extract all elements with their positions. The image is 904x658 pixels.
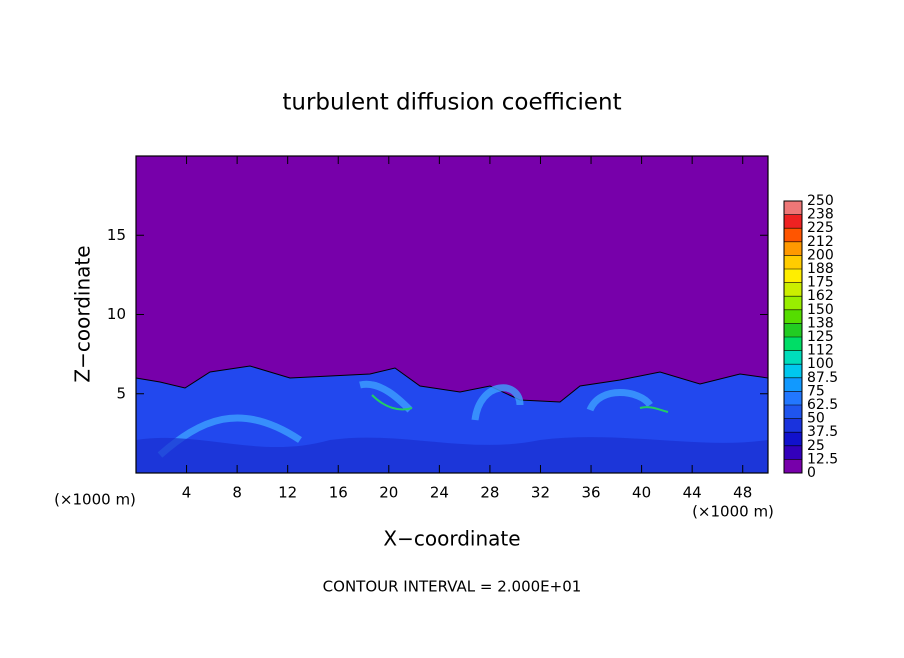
swirl-core (371, 394, 669, 413)
colorbar-label: 25 (807, 438, 825, 454)
colorbar-band (784, 228, 802, 242)
colorbar-band (784, 255, 802, 269)
colorbar-band (784, 241, 802, 256)
colorbar-label: 138 (807, 315, 834, 331)
x-tick-label: 16 (329, 484, 348, 502)
y-axis-label: Z−coordinate (71, 245, 95, 382)
x-tick-label: 48 (733, 484, 752, 502)
colorbar-label: 0 (807, 465, 816, 481)
chart-title: turbulent diffusion coefficient (282, 90, 621, 116)
colorbar-band (784, 418, 802, 433)
colorbar-label: 75 (807, 383, 825, 399)
colorbar-band (784, 282, 802, 297)
swirl (157, 380, 653, 458)
x-tick-label: 36 (581, 484, 600, 502)
colorbar-label: 37.5 (807, 424, 838, 440)
colorbar-label: 225 (807, 220, 834, 236)
colorbar-band (784, 391, 802, 405)
colorbar-label: 12.5 (807, 451, 838, 467)
colorbar-label: 125 (807, 329, 834, 345)
colorbar-label: 200 (807, 247, 834, 263)
colorbar-label: 112 (807, 343, 834, 359)
colorbar-band (784, 323, 802, 337)
x-tick-label: 20 (379, 484, 398, 502)
footnote: CONTOUR INTERVAL = 2.000E+01 (323, 578, 582, 596)
y-tick-label: 15 (107, 226, 126, 244)
colorbar-band (784, 350, 802, 365)
colorbar-label: 162 (807, 288, 834, 304)
colorbar-band (784, 459, 802, 473)
colorbar-band (784, 201, 802, 215)
colorbar-label: 50 (807, 411, 825, 427)
colorbar-label: 62.5 (807, 397, 838, 413)
colorbar-band (784, 309, 802, 324)
y-tick-label: 5 (116, 384, 126, 402)
colorbar-label: 150 (807, 302, 834, 318)
x-axis-label: X−coordinate (383, 527, 520, 551)
x-tick-label: 24 (430, 484, 449, 502)
x-tick-label: 28 (480, 484, 499, 502)
plot-area (135, 156, 769, 474)
colorbar-band (784, 377, 802, 392)
x-tick-label: 8 (232, 484, 242, 502)
colorbar-band (784, 269, 802, 283)
y-tick-label: 10 (107, 305, 126, 323)
colorbar-label: 188 (807, 261, 834, 277)
x-unit-label: (×1000 m) (54, 491, 136, 509)
colorbar-band (784, 445, 802, 460)
x-tick-label: 40 (632, 484, 651, 502)
colorbar-label: 212 (807, 234, 834, 250)
x-tick-label: 4 (182, 484, 192, 502)
colorbar-band (784, 364, 802, 378)
colorbar-band (784, 405, 802, 419)
x-tick-label: 32 (531, 484, 550, 502)
colorbar-band (784, 214, 802, 229)
colorbar-label: 238 (807, 207, 834, 223)
colorbar-band (784, 432, 802, 446)
colorbar-label: 100 (807, 356, 834, 372)
colorbar-band (784, 296, 802, 310)
colorbar-label: 87.5 (807, 370, 838, 386)
x-tick-label: 44 (683, 484, 702, 502)
x-tick-label: 12 (278, 484, 297, 502)
colorbar-band (784, 337, 802, 351)
colorbar-label: 175 (807, 275, 834, 291)
lower-layer (136, 437, 768, 473)
colorbar-label: 250 (807, 193, 834, 209)
x-unit-label: (×1000 m) (692, 503, 774, 521)
